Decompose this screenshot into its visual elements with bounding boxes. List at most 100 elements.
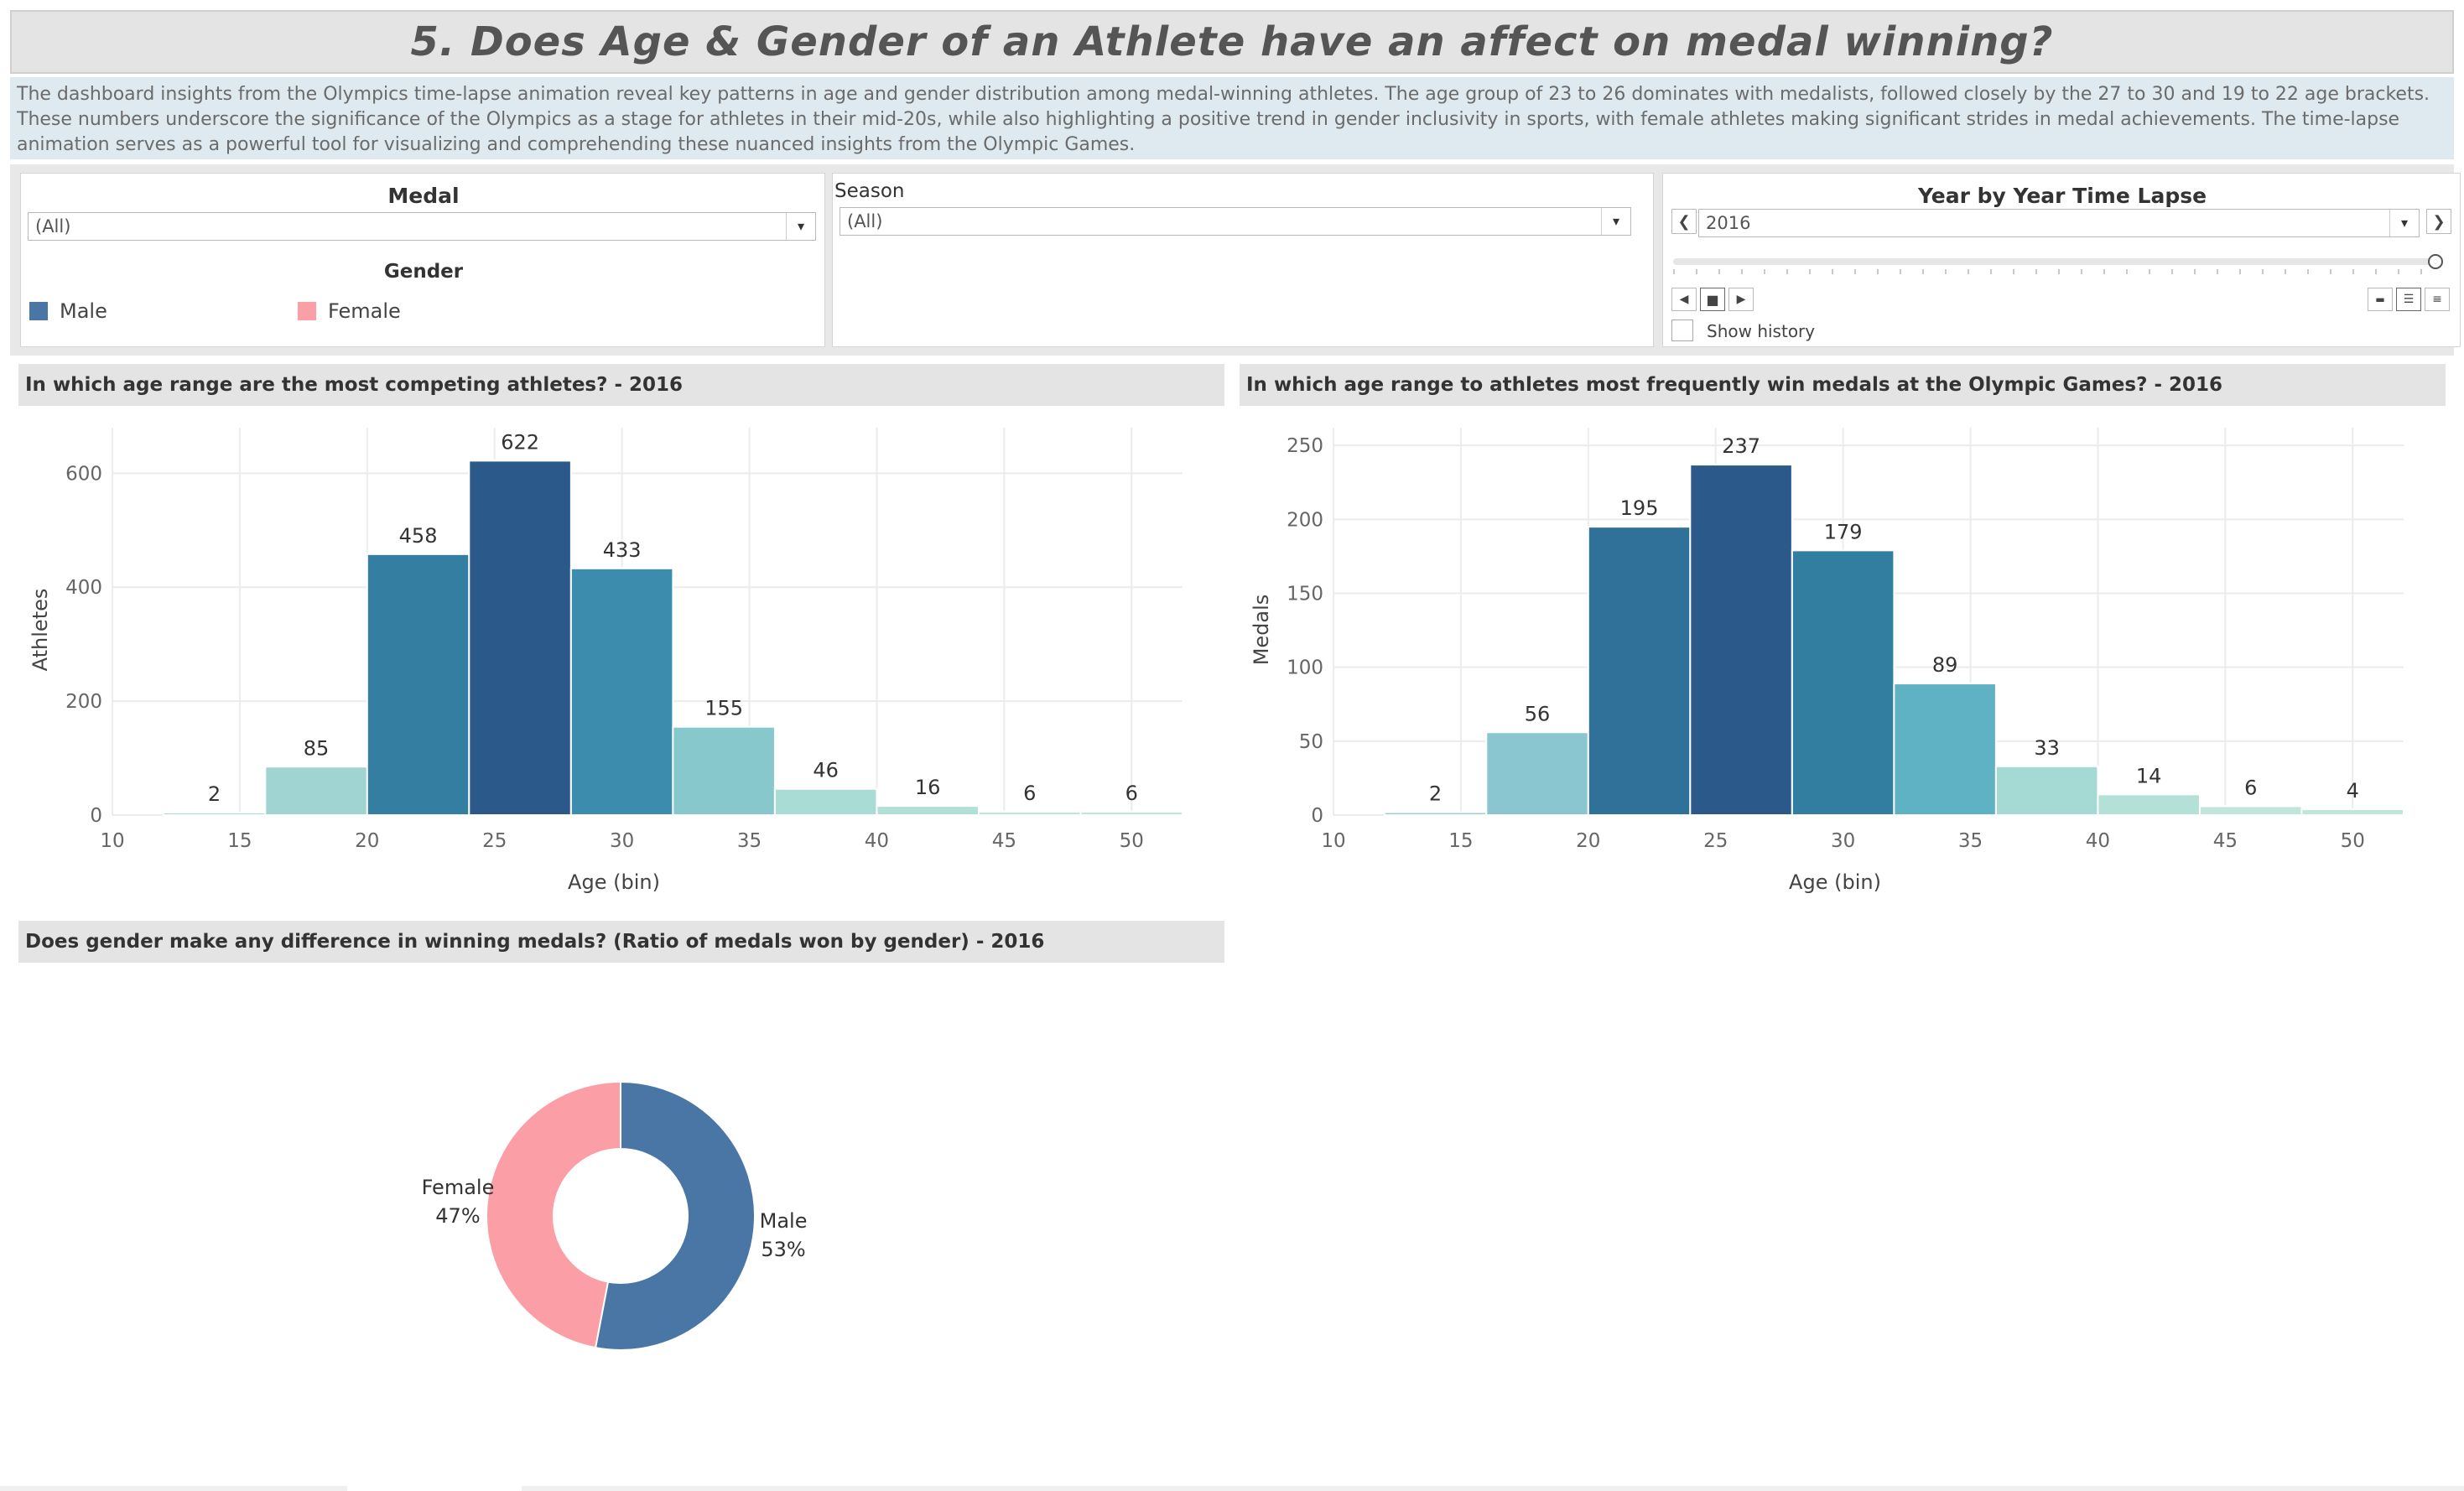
athletes-x-tick: 25	[482, 830, 507, 852]
donut-slice-male[interactable]	[594, 1080, 756, 1351]
year-dropdown[interactable]: 2016 ▾	[1698, 209, 2420, 237]
athletes-bar[interactable]	[773, 787, 878, 817]
medals-bar-label: 4	[2347, 779, 2359, 803]
medals-x-tick: 25	[1703, 830, 1728, 852]
chevron-left-icon[interactable]: ❮	[1671, 209, 1697, 234]
year-slider-handle[interactable]	[2428, 254, 2443, 269]
medals-y-tick: 50	[1299, 731, 1323, 753]
stop-icon[interactable]: ■	[1700, 288, 1725, 311]
athletes-bar-label: 433	[603, 538, 642, 562]
donut-label-male: Male	[760, 1209, 808, 1233]
medals-y-tick: 250	[1287, 435, 1323, 457]
medals-bar[interactable]	[1383, 811, 1488, 817]
medals-bar[interactable]	[1587, 526, 1692, 816]
athletes-bar[interactable]	[569, 567, 674, 817]
athletes-x-tick: 10	[100, 830, 124, 852]
athletes-bar[interactable]	[468, 460, 572, 816]
play-back-icon[interactable]: ◀	[1671, 288, 1697, 311]
season-filter-label: Season	[834, 180, 905, 202]
legend-item-female[interactable]: Female	[298, 299, 401, 323]
athletes-bar-label: 458	[399, 524, 438, 548]
speed-slow-icon[interactable]: ▬	[2368, 288, 2393, 311]
medals-bar[interactable]	[1485, 731, 1589, 817]
female-swatch	[298, 302, 316, 320]
medals-bar[interactable]	[1791, 549, 1895, 817]
medals-x-tick: 35	[1958, 830, 1983, 852]
athletes-bar[interactable]	[264, 766, 368, 816]
medals-x-tick: 20	[1576, 830, 1600, 852]
medal-gender-panel: Medal (All) ▾ Gender Male Female	[20, 173, 825, 347]
medal-filter-label: Medal	[387, 184, 460, 208]
medals-y-axis-label: Medals	[1250, 595, 1273, 666]
male-swatch	[29, 302, 48, 320]
gender-chart-header: Does gender make any difference in winni…	[18, 921, 1224, 963]
caret-down-icon[interactable]: ▾	[2389, 210, 2419, 236]
medals-x-tick: 50	[2341, 830, 2365, 852]
medal-filter-value: (All)	[35, 216, 71, 236]
medals-bar-label: 6	[2244, 776, 2257, 799]
chevron-right-icon[interactable]: ❯	[2426, 209, 2451, 234]
medals-age-histogram: 2 56 195 237 179 89 33 14 6 4 10 15 20 25 30 35 40 45 50 0 5…	[1250, 428, 2405, 894]
medals-bar[interactable]	[2097, 793, 2201, 817]
athletes-age-histogram: 2 85 458 622 433 155 46 16 6 6 10 15 20 25 30 35 40 45 50 0…	[29, 428, 1184, 894]
donut-pct-female: 47%	[435, 1204, 480, 1228]
athletes-bar[interactable]	[162, 812, 267, 816]
medals-x-tick: 30	[1831, 830, 1855, 852]
athletes-bar[interactable]	[977, 810, 1082, 816]
athletes-bar-label: 6	[1023, 782, 1036, 805]
athletes-bar[interactable]	[366, 553, 470, 816]
athletes-bar-label: 46	[813, 759, 839, 782]
legend-item-male[interactable]: Male	[29, 299, 107, 323]
season-filter-value: (All)	[847, 211, 883, 231]
gender-medal-donut: Male 53% Female 47%	[422, 1080, 808, 1351]
medals-x-tick: 10	[1321, 830, 1345, 852]
show-history-label: Show history	[1707, 321, 1816, 341]
athletes-bar[interactable]	[1079, 810, 1184, 816]
medals-x-tick: 15	[1448, 830, 1473, 852]
donut-slice-female[interactable]	[486, 1080, 621, 1349]
medals-bar[interactable]	[1689, 464, 1793, 816]
scrollbar-indicator[interactable]	[0, 1486, 2464, 1491]
medals-bar[interactable]	[2198, 805, 2303, 817]
show-history-checkbox[interactable]	[1671, 320, 1693, 341]
speed-fast-icon[interactable]: ≡	[2425, 288, 2450, 311]
medals-x-tick: 40	[2086, 830, 2110, 852]
caret-down-icon[interactable]: ▾	[1601, 208, 1630, 235]
medals-x-axis-label: Age (bin)	[1789, 870, 1881, 894]
year-slider-ticks	[1673, 269, 2436, 274]
medals-y-tick: 100	[1287, 657, 1323, 679]
medal-filter-dropdown[interactable]: (All) ▾	[28, 212, 816, 241]
athletes-x-tick: 50	[1120, 830, 1144, 852]
athletes-x-tick: 35	[737, 830, 762, 852]
athletes-bar[interactable]	[672, 725, 776, 816]
year-slider-track[interactable]	[1673, 258, 2436, 265]
athletes-bar-label: 2	[208, 782, 221, 806]
medals-bar[interactable]	[1893, 683, 1997, 816]
speed-medium-icon[interactable]: ☰	[2396, 288, 2421, 311]
athletes-y-tick: 600	[65, 463, 102, 485]
play-forward-icon[interactable]: ▶	[1728, 288, 1754, 311]
medals-bar[interactable]	[1994, 765, 2099, 817]
medals-x-tick: 45	[2213, 830, 2238, 852]
year-filter-label: Year by Year Time Lapse	[1917, 184, 2207, 208]
athletes-bar-label: 85	[304, 736, 330, 760]
year-time-lapse-panel: Year by Year Time Lapse ❮ 2016 ▾ ❯ ◀ ■ ▶…	[1662, 173, 2461, 347]
athletes-x-tick: 40	[865, 830, 889, 852]
athletes-bar-label: 16	[915, 776, 941, 799]
athletes-y-tick: 200	[65, 691, 102, 713]
medals-y-tick: 0	[1311, 805, 1323, 827]
athletes-bar[interactable]	[876, 805, 980, 817]
season-filter-dropdown[interactable]: (All) ▾	[840, 207, 1631, 236]
gender-legend-label: Gender	[383, 261, 464, 283]
season-panel: Season (All) ▾	[832, 173, 1654, 347]
medals-bar-label: 237	[1722, 434, 1760, 458]
caret-down-icon[interactable]: ▾	[786, 213, 815, 240]
medals-bar-label: 89	[1932, 653, 1958, 677]
medals-y-tick: 200	[1287, 509, 1323, 531]
medals-bar-label: 195	[1620, 496, 1659, 520]
athletes-chart-header: In which age range are the most competin…	[18, 364, 1224, 406]
athletes-y-tick: 400	[65, 577, 102, 599]
dashboard-description: The dashboard insights from the Olympics…	[10, 77, 2454, 159]
legend-female-label: Female	[328, 299, 401, 323]
medals-bar[interactable]	[2300, 808, 2405, 816]
